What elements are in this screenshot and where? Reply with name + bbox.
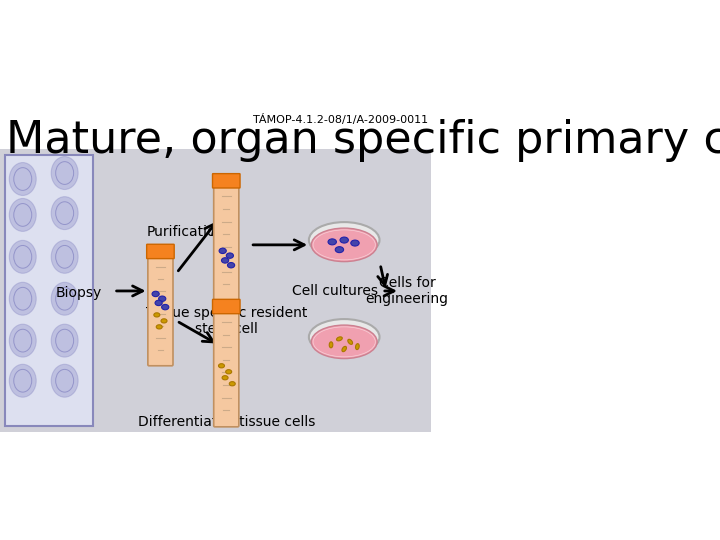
- Ellipse shape: [9, 364, 36, 397]
- Ellipse shape: [158, 296, 166, 301]
- Ellipse shape: [228, 262, 235, 268]
- Ellipse shape: [351, 240, 359, 246]
- Ellipse shape: [229, 382, 235, 386]
- Ellipse shape: [51, 324, 78, 357]
- Ellipse shape: [51, 364, 78, 397]
- Text: Mature, organ specific primary cells II: Mature, organ specific primary cells II: [6, 119, 720, 162]
- FancyBboxPatch shape: [147, 244, 174, 259]
- FancyBboxPatch shape: [212, 174, 240, 188]
- Ellipse shape: [156, 325, 162, 329]
- Ellipse shape: [311, 325, 377, 359]
- Ellipse shape: [311, 228, 377, 261]
- Ellipse shape: [309, 319, 379, 355]
- Ellipse shape: [222, 376, 228, 380]
- Ellipse shape: [9, 282, 36, 315]
- Ellipse shape: [161, 319, 167, 323]
- Text: TÁMOP-4.1.2-08/1/A-2009-0011: TÁMOP-4.1.2-08/1/A-2009-0011: [253, 114, 428, 125]
- Text: Purification: Purification: [147, 225, 225, 239]
- Ellipse shape: [336, 247, 343, 253]
- Ellipse shape: [9, 163, 36, 195]
- Text: Differentiated tissue cells: Differentiated tissue cells: [138, 415, 315, 429]
- Ellipse shape: [218, 363, 225, 368]
- FancyBboxPatch shape: [214, 186, 239, 301]
- Ellipse shape: [337, 336, 342, 341]
- Ellipse shape: [51, 197, 78, 230]
- Ellipse shape: [9, 324, 36, 357]
- Text: Biopsy: Biopsy: [55, 286, 102, 300]
- Ellipse shape: [226, 253, 233, 258]
- Ellipse shape: [51, 240, 78, 273]
- Ellipse shape: [329, 342, 333, 348]
- Ellipse shape: [225, 370, 232, 374]
- Ellipse shape: [155, 300, 162, 306]
- Ellipse shape: [328, 239, 336, 245]
- FancyBboxPatch shape: [5, 155, 94, 426]
- Text: Cell cultures: Cell cultures: [292, 284, 378, 298]
- Ellipse shape: [347, 340, 354, 343]
- Text: Cells for
engineering: Cells for engineering: [366, 276, 449, 306]
- Ellipse shape: [154, 313, 160, 317]
- Ellipse shape: [51, 282, 78, 315]
- Ellipse shape: [219, 248, 226, 254]
- FancyBboxPatch shape: [148, 257, 173, 366]
- FancyBboxPatch shape: [212, 299, 240, 314]
- Ellipse shape: [161, 305, 168, 310]
- FancyBboxPatch shape: [214, 312, 239, 427]
- Ellipse shape: [340, 237, 348, 243]
- Bar: [0, 149, 431, 431]
- Ellipse shape: [309, 222, 379, 258]
- Ellipse shape: [9, 240, 36, 273]
- Ellipse shape: [222, 258, 229, 263]
- Ellipse shape: [343, 346, 346, 352]
- Ellipse shape: [9, 199, 36, 231]
- Ellipse shape: [152, 291, 159, 296]
- Ellipse shape: [355, 344, 359, 349]
- Text: Tissue specific resident
stem cell: Tissue specific resident stem cell: [145, 306, 307, 336]
- Ellipse shape: [51, 157, 78, 190]
